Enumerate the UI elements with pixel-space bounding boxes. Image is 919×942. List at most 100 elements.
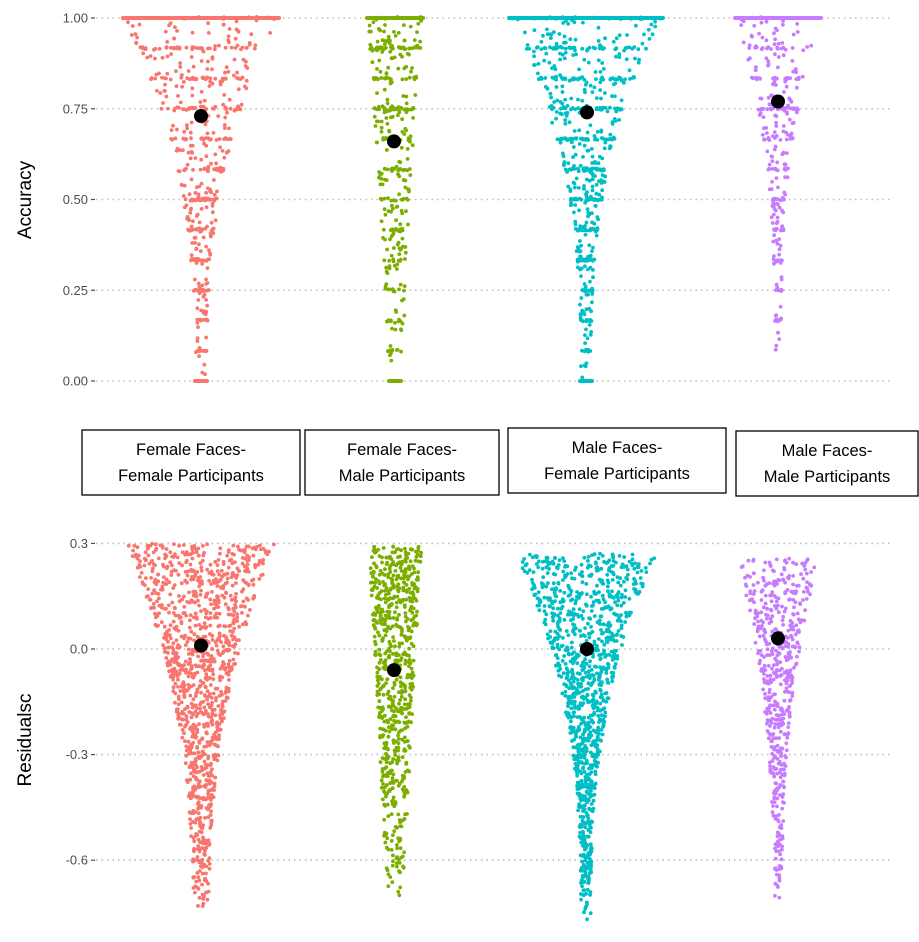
data-point xyxy=(160,75,164,80)
data-point xyxy=(196,298,201,302)
data-point xyxy=(403,735,407,740)
data-point xyxy=(769,93,774,98)
data-point xyxy=(798,620,803,625)
data-point xyxy=(204,721,209,726)
data-point xyxy=(402,776,407,780)
data-point xyxy=(207,658,211,663)
data-point xyxy=(590,154,595,159)
data-point xyxy=(786,103,790,108)
data-point xyxy=(573,219,578,224)
data-point xyxy=(173,136,178,141)
data-point xyxy=(599,566,604,571)
data-point xyxy=(773,347,778,352)
data-point xyxy=(614,54,618,59)
data-point xyxy=(237,624,242,629)
data-point xyxy=(258,543,262,548)
data-point xyxy=(576,97,580,102)
data-point xyxy=(382,596,387,601)
data-point xyxy=(174,638,179,643)
data-point xyxy=(778,138,783,142)
data-point xyxy=(572,710,576,715)
data-point xyxy=(588,846,593,851)
data-point xyxy=(761,115,766,119)
data-point xyxy=(399,548,403,553)
data-point xyxy=(594,665,599,669)
data-point xyxy=(593,203,598,208)
data-point xyxy=(588,842,593,847)
data-point xyxy=(183,739,187,743)
data-point xyxy=(594,566,599,570)
point-group-mf xyxy=(520,551,657,922)
data-point xyxy=(525,571,530,575)
data-point xyxy=(384,71,389,76)
data-point xyxy=(588,849,593,853)
data-point xyxy=(610,122,615,126)
data-point xyxy=(375,586,379,590)
point-group-ff xyxy=(126,541,276,908)
data-point xyxy=(172,650,176,655)
data-point xyxy=(187,228,192,233)
y-tick-label: 0.3 xyxy=(70,536,88,551)
data-point xyxy=(613,106,617,111)
data-point xyxy=(396,741,401,746)
data-point xyxy=(374,565,379,570)
data-point xyxy=(582,184,586,188)
data-point xyxy=(267,549,271,554)
data-point xyxy=(559,75,564,80)
data-point xyxy=(197,895,202,900)
data-point xyxy=(226,665,231,670)
data-point xyxy=(386,591,391,596)
data-point xyxy=(194,616,199,620)
data-point xyxy=(396,240,401,245)
data-point xyxy=(602,642,607,647)
data-point xyxy=(588,265,593,270)
data-point xyxy=(233,560,237,565)
data-point xyxy=(570,106,575,110)
data-point xyxy=(399,328,404,333)
data-point xyxy=(757,31,761,36)
data-point xyxy=(204,309,209,314)
data-point xyxy=(204,348,209,353)
data-point xyxy=(185,126,190,131)
data-point xyxy=(229,45,234,50)
data-point xyxy=(569,618,573,622)
data-point xyxy=(582,769,587,774)
data-point xyxy=(218,145,223,150)
data-point xyxy=(190,666,194,670)
data-point xyxy=(188,796,193,801)
data-point xyxy=(199,825,204,830)
data-point xyxy=(167,23,172,28)
data-point xyxy=(610,589,614,594)
data-point xyxy=(390,347,395,352)
data-point xyxy=(530,555,535,560)
data-point xyxy=(582,349,587,354)
data-point xyxy=(181,136,186,141)
data-point xyxy=(580,818,585,823)
data-point xyxy=(599,197,604,202)
data-point xyxy=(791,69,796,74)
data-point xyxy=(398,160,403,165)
data-point xyxy=(388,556,393,561)
data-point xyxy=(583,341,587,345)
data-point xyxy=(379,177,384,181)
data-point xyxy=(177,561,182,566)
data-point xyxy=(400,130,405,134)
data-point xyxy=(565,170,569,174)
data-point xyxy=(387,610,392,614)
data-point xyxy=(772,725,777,730)
data-point xyxy=(607,652,611,657)
data-point xyxy=(378,45,383,50)
data-point xyxy=(801,48,806,53)
data-point xyxy=(398,675,403,680)
data-point xyxy=(379,125,384,130)
data-point xyxy=(562,618,567,622)
data-point xyxy=(236,87,241,92)
data-point xyxy=(790,46,795,50)
data-point xyxy=(394,861,399,866)
data-point xyxy=(208,611,213,615)
data-point xyxy=(168,636,173,641)
data-point xyxy=(215,648,220,653)
data-point xyxy=(392,289,397,294)
data-point xyxy=(605,677,610,682)
point-group-mm xyxy=(733,15,823,352)
